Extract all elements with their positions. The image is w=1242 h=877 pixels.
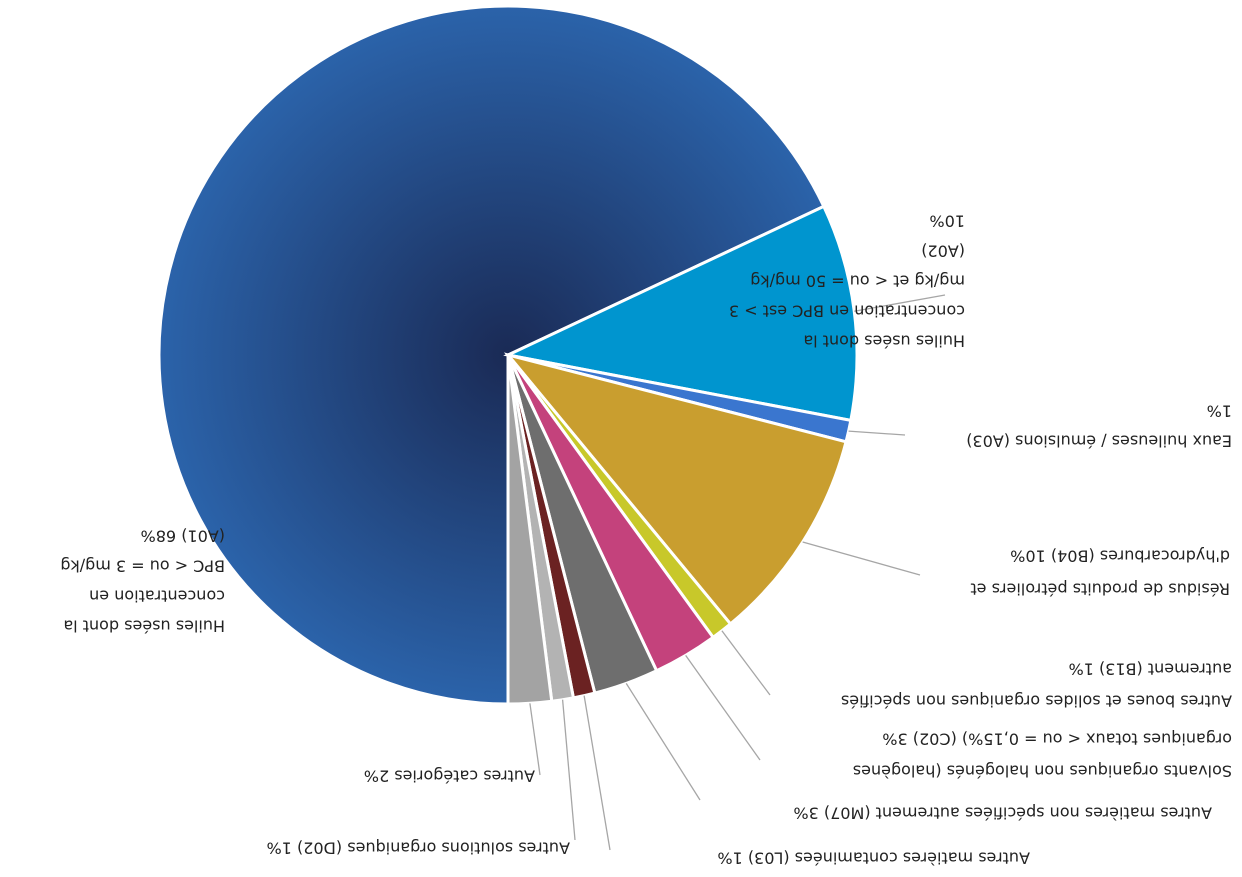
leader-line	[529, 703, 541, 776]
pie-slice	[503, 204, 859, 423]
leader-line	[721, 630, 771, 696]
data-label: Eaux huileuses / émulsions (A03)	[966, 432, 1232, 451]
leader-line	[854, 294, 946, 312]
data-label: Huiles usées dont la	[63, 617, 225, 636]
leader-line	[848, 430, 906, 436]
data-label: concentration en	[89, 587, 225, 606]
leader-line	[802, 541, 921, 576]
data-label: Autres catégories 2%	[364, 767, 535, 786]
leader-line	[685, 655, 761, 761]
pie-slice	[506, 354, 554, 706]
pie-slice	[157, 4, 826, 706]
data-label: 10%	[929, 212, 965, 231]
leader-line	[583, 695, 611, 851]
data-label: organiques totaux < ou = 0,15%) (C02) 3%	[882, 730, 1232, 749]
data-label: 1%	[1207, 402, 1232, 421]
data-label: Solvants organiques non halogénés (halog…	[853, 762, 1232, 781]
data-label: Résidus de produits pétroliers et	[970, 580, 1230, 599]
data-label: BPC < ou = 3 mg/kg	[60, 557, 225, 576]
data-label: Autres matières non spécifiées autrement…	[793, 804, 1212, 823]
data-label: Autres matières contaminées (L03) 1%	[717, 849, 1030, 868]
leader-line	[561, 699, 576, 841]
data-label: d'hydrocarbures (B04) 10%	[1010, 547, 1230, 566]
pie-slice	[503, 352, 848, 627]
rotated-chart: Huiles usées dont la concentration en BPC …	[60, 4, 1232, 868]
data-label: Autres boues et solides organiques non s…	[841, 692, 1232, 711]
data-label: mg/kg et < ou = 50 mg/kg	[750, 272, 965, 291]
data-label: (A02)	[921, 242, 965, 261]
data-label: concentration en BPC est > 3	[729, 302, 965, 321]
leader-line	[625, 683, 701, 801]
data-label: (A01) 68%	[141, 527, 225, 546]
data-label: Huiles usées dont la	[803, 332, 965, 351]
data-label: autrement (B13) 1%	[1068, 660, 1232, 679]
data-label: Autres solutions organiques (D02) 1%	[267, 839, 570, 858]
